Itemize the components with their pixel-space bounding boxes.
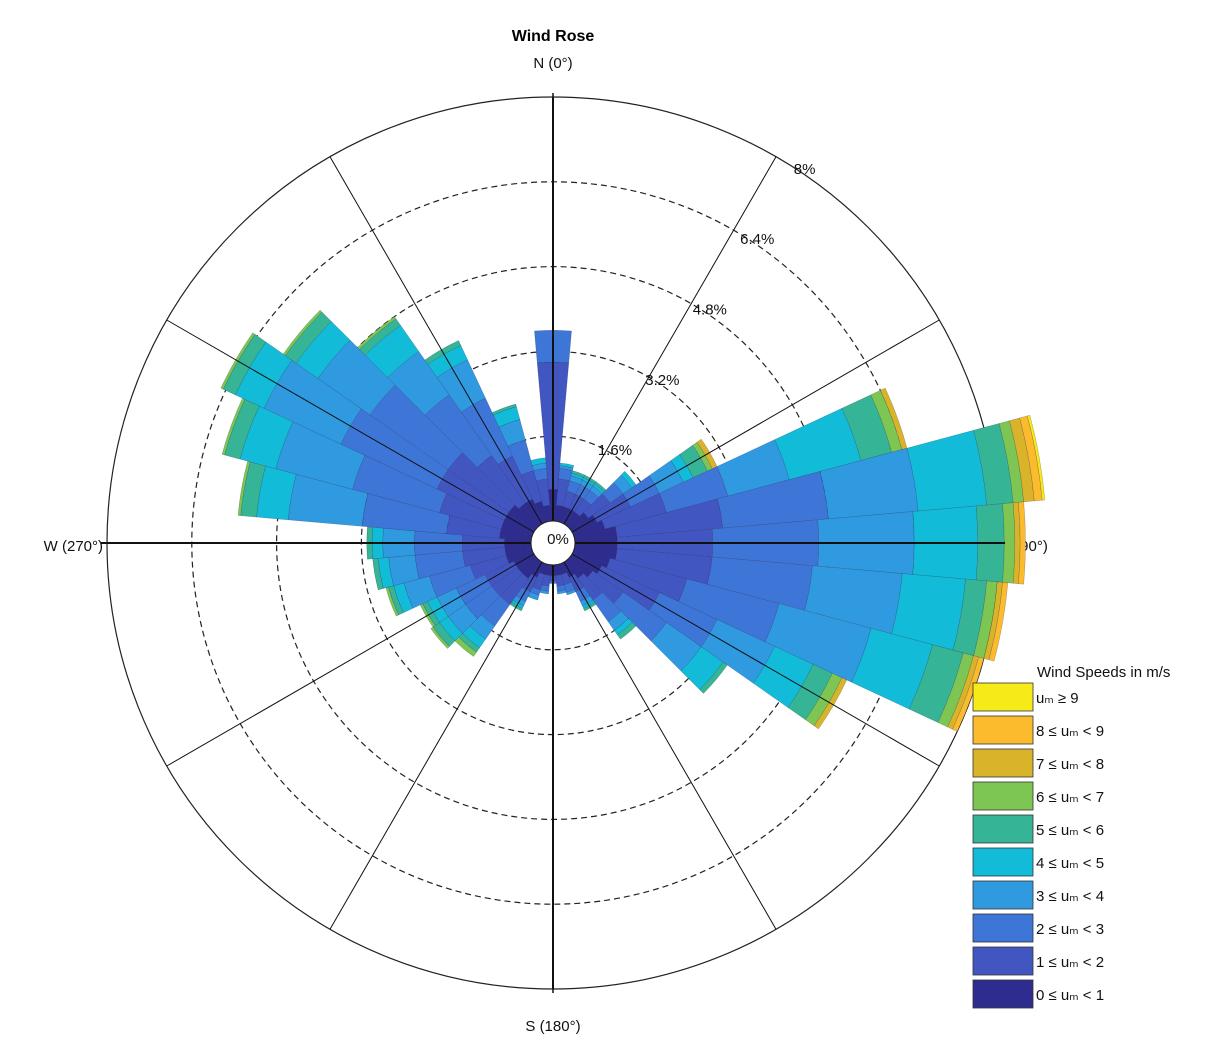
wind-bar-segment [998,420,1024,504]
grid-spoke [571,319,940,533]
wind-bar-segment [275,421,366,490]
wind-bar-segment [385,586,399,617]
wind-bar-segment [988,582,1009,662]
wind-bar-segment [947,655,979,730]
legend-swatch [972,946,1034,976]
radial-tick-label: 4.8% [693,302,727,319]
wind-bar-segment [1009,417,1035,503]
polar-overlay: 1.6% 3.2% 4.8% 6.4% 8% [101,93,1005,993]
wind-bar-segment [937,652,974,728]
wind-bar-segment [357,316,397,350]
direction-label-north: N (0°) [533,55,572,72]
center-label: 0% [547,531,569,548]
legend-label: 2 ≤ uₘ < 3 [1036,921,1104,938]
wind-bar-segment [613,474,633,495]
grid-spoke [166,553,535,767]
legend-label: 4 ≤ uₘ < 5 [1036,855,1104,872]
wind-bar-segment [387,350,450,416]
legend-label: 0 ≤ uₘ < 1 [1036,987,1104,1004]
radial-tick-label: 6.4% [740,231,774,248]
wind-bar-segment [530,457,547,466]
legend-label: 1 ≤ uₘ < 2 [1036,954,1104,971]
wind-bar-segment [1027,414,1046,501]
wind-bar-segment [1019,415,1043,502]
wind-bar-segment [458,633,480,653]
wind-bar-segment [447,603,478,634]
legend-swatch [972,913,1034,943]
wind-bar-segment [1018,501,1026,585]
wind-bar-segment [559,465,574,471]
wind-bar-segment [906,430,988,512]
direction-label-west: W (270°) [44,538,103,555]
wind-bar-segment [607,610,629,631]
wind-bar-segment [565,589,577,596]
wind-bar-segment [558,468,573,482]
wind-bar-segment [480,595,511,627]
wind-bar-segment [570,472,584,481]
wind-bar-segment [436,359,486,413]
wind-bar-segment [460,397,513,465]
wind-bar-segment [983,581,1003,661]
wind-bar-segment [439,616,463,642]
radial-tick-label: 3.2% [645,372,679,389]
wind-bar-segment [531,462,547,471]
legend-label: 3 ≤ uₘ < 4 [1036,888,1104,905]
wind-bar-segment [891,573,966,651]
wind-bar-segment [601,482,624,504]
legend-label: 7 ≤ uₘ < 8 [1036,756,1104,773]
grid-spoke [166,319,535,533]
chart-title: Wind Rose [512,28,595,45]
wind-bar-segment [555,574,565,587]
legend-swatch [972,880,1034,910]
wind-bar-segment [465,585,501,619]
wind-bar-segment [491,403,517,416]
wind-rose-bars [220,309,1046,732]
radial-tick-label: 8% [794,161,816,178]
grid-spoke [329,561,543,930]
legend-swatch [972,748,1034,778]
radial-tick-label: 1.6% [598,442,632,459]
legend-swatch [972,814,1034,844]
wind-bar-segment [571,470,586,478]
wind-bar-segment [1012,502,1021,584]
center-hole [530,520,576,566]
wind-bar-segment [556,589,567,595]
wind-bar-segment [559,462,575,469]
legend: Wind Speeds in m/s uₘ ≥ 9 8 ≤ uₘ < 9 7 ≤ u… [972,664,1170,1009]
legend-label: uₘ ≥ 9 [1036,690,1079,707]
wind-bar-segment [699,661,728,694]
wind-bar-segment [592,591,622,623]
wind-bar-segment [589,485,603,498]
legend-label: 6 ≤ uₘ < 7 [1036,789,1104,806]
legend-title: Wind Speeds in m/s [1037,664,1170,681]
wind-bar-segment [491,567,523,597]
wind-bar-segment [952,656,985,732]
wind-bar-segment [616,621,637,640]
legend-swatch [972,682,1034,712]
legend-swatch [972,715,1034,745]
legend-label: 8 ≤ uₘ < 9 [1036,723,1104,740]
wind-bar-segment [556,584,566,592]
direction-label-south: S (180°) [525,1018,580,1035]
wind-bar-segment [477,455,526,510]
wind-bar-segment [492,406,521,428]
grid-spoke [571,553,940,767]
grid-spoke [563,561,777,930]
wind-bar-segment [880,387,908,450]
wind-bar-segment [819,447,919,520]
grid-spoke [563,156,777,525]
legend-label: 5 ≤ uₘ < 6 [1036,822,1104,839]
wind-bar-segment [1002,502,1016,584]
wind-bar-segment [282,309,323,356]
wind-bar-segment [650,622,702,672]
wind-bar-segment [430,626,450,649]
legend-swatch [972,847,1034,877]
wind-bar-segment [393,582,414,614]
legend-swatch [972,979,1034,1009]
legend-swatch [972,781,1034,811]
grid-spoke [329,156,543,525]
wind-bar-segment [287,473,369,527]
wind-bar-segment [284,311,332,364]
